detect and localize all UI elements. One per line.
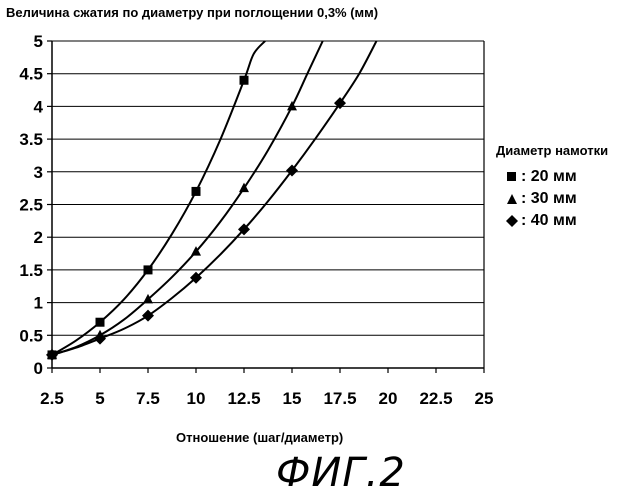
legend-item-20mm: : 20 мм bbox=[506, 166, 608, 188]
legend-item-40mm: : 40 мм bbox=[506, 210, 608, 232]
y-tick-label: 0 bbox=[34, 359, 43, 378]
x-tick-label: 25 bbox=[475, 389, 494, 408]
legend-label-30mm: : 30 мм bbox=[521, 190, 577, 208]
x-axis-label: Отношение (шаг/диаметр) bbox=[176, 430, 343, 445]
series-line-3 bbox=[52, 41, 376, 355]
data-point-square bbox=[192, 187, 201, 196]
triangle-marker-icon bbox=[506, 193, 518, 205]
diamond-marker-icon bbox=[506, 215, 518, 227]
x-tick-label: 17.5 bbox=[323, 389, 356, 408]
x-tick-label: 10 bbox=[187, 389, 206, 408]
x-tick-label: 7.5 bbox=[136, 389, 160, 408]
x-tick-label: 20 bbox=[379, 389, 398, 408]
legend-title: Диаметр намотки bbox=[496, 143, 608, 158]
y-tick-label: 3 bbox=[34, 163, 43, 182]
figure-caption: ФИГ.2 bbox=[276, 450, 406, 496]
x-tick-label: 12.5 bbox=[227, 389, 260, 408]
series-line-2 bbox=[52, 41, 323, 355]
data-point-square bbox=[144, 265, 153, 274]
x-tick-label: 22.5 bbox=[419, 389, 452, 408]
data-point-triangle bbox=[287, 101, 297, 111]
y-tick-label: 0.5 bbox=[19, 326, 43, 345]
y-tick-label: 1 bbox=[34, 294, 43, 313]
x-tick-label: 15 bbox=[283, 389, 302, 408]
data-point-diamond bbox=[334, 97, 346, 109]
y-tick-label: 4 bbox=[34, 97, 44, 116]
legend-label-20mm: : 20 мм bbox=[521, 168, 577, 186]
y-tick-label: 5 bbox=[34, 32, 43, 51]
y-tick-label: 3.5 bbox=[19, 130, 43, 149]
data-point-square bbox=[240, 76, 249, 85]
data-point-diamond bbox=[142, 310, 154, 322]
legend: Диаметр намотки : 20 мм : 30 мм : 40 мм bbox=[496, 143, 608, 232]
legend-item-30mm: : 30 мм bbox=[506, 188, 608, 210]
y-tick-label: 2 bbox=[34, 228, 43, 247]
y-tick-label: 2.5 bbox=[19, 196, 43, 215]
square-marker-icon bbox=[506, 171, 518, 183]
y-tick-label: 4.5 bbox=[19, 65, 43, 84]
x-tick-label: 5 bbox=[95, 389, 104, 408]
data-point-square bbox=[96, 318, 105, 327]
y-tick-label: 1.5 bbox=[19, 261, 43, 280]
x-tick-label: 2.5 bbox=[40, 389, 64, 408]
legend-label-40mm: : 40 мм bbox=[521, 212, 577, 230]
data-point-diamond bbox=[94, 333, 106, 345]
